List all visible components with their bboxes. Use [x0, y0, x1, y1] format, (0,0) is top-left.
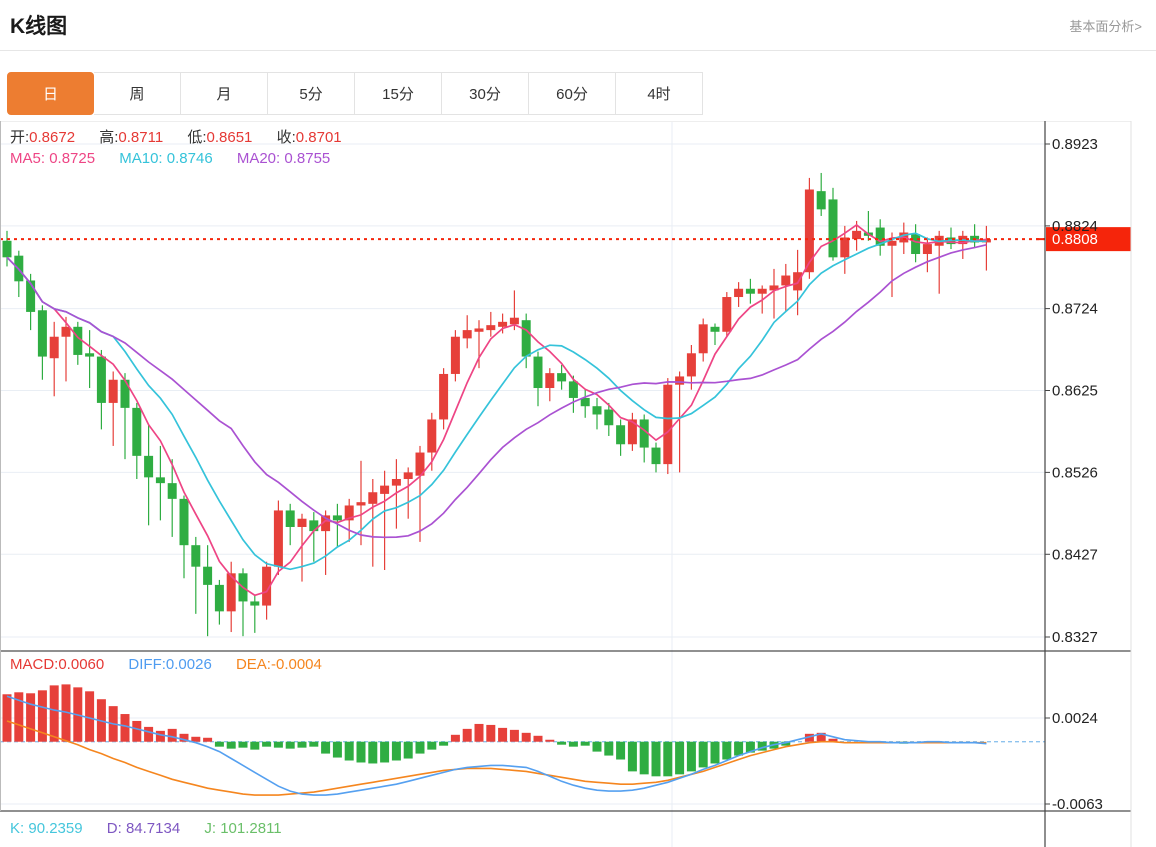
tab-15min[interactable]: 15分 — [355, 72, 442, 115]
low-value: 低:0.8651 — [187, 129, 253, 146]
gridlines — [0, 121, 1131, 847]
close-value: 收:0.8701 — [276, 129, 342, 146]
tab-daily[interactable]: 日 — [7, 72, 94, 115]
svg-text:0.8724: 0.8724 — [1052, 301, 1098, 318]
svg-text:0.8625: 0.8625 — [1052, 383, 1098, 400]
svg-text:0.8327: 0.8327 — [1052, 629, 1098, 646]
chart-area[interactable]: 0.8808 0.8923 0.8824 0.8724 0.8625 0.8526 0.84… — [0, 121, 1156, 847]
ma-legend: MA5: 0.8725 MA10: 0.8746 MA20: 0.8755 — [10, 150, 350, 167]
panel-borders — [0, 121, 1132, 847]
k-value: K: 90.2359 — [10, 820, 83, 837]
diff-value: DIFF:0.0026 — [128, 656, 212, 673]
svg-text:0.8808: 0.8808 — [1052, 231, 1098, 248]
open-value: 开:0.8672 — [10, 129, 76, 146]
ohlc-legend: 开:0.8672 高:0.8711 低:0.8651 收:0.8701 — [10, 126, 362, 147]
page-header: K线图 基本面分析> — [0, 0, 1156, 51]
kdj-legend: K: 90.2359 D: 84.7134 J: 101.2811 — [10, 820, 302, 837]
candles — [2, 172, 991, 637]
diff-line — [6, 695, 987, 796]
ma20-value: MA20: 0.8755 — [236, 150, 331, 167]
fundamental-analysis-link[interactable]: 基本面分析> — [1069, 18, 1142, 34]
svg-text:-0.0063: -0.0063 — [1052, 796, 1103, 813]
last-price-tag — [1046, 227, 1131, 252]
svg-text:0.0024: 0.0024 — [1052, 710, 1098, 727]
ma5-line — [6, 223, 987, 597]
high-value: 高:0.8711 — [99, 129, 164, 146]
tab-monthly[interactable]: 月 — [181, 72, 268, 115]
page-title: K线图 — [10, 15, 68, 38]
tab-weekly[interactable]: 周 — [94, 72, 181, 115]
ma20-line — [6, 243, 987, 539]
dea-line — [6, 720, 987, 796]
ma10-value: MA10: 0.8746 — [119, 150, 213, 167]
macd-legend: MACD:0.0060 DIFF:0.0026 DEA:-0.0004 — [10, 656, 342, 673]
kline-chart-canvas[interactable]: 0.8808 0.8923 0.8824 0.8724 0.8625 0.8526 0.84… — [0, 121, 1156, 847]
tab-60min[interactable]: 60分 — [529, 72, 616, 115]
y-axis-labels: 0.8923 0.8824 0.8724 0.8625 0.8526 0.8427 0.83… — [1045, 136, 1103, 813]
j-value: J: 101.2811 — [204, 820, 282, 837]
tab-4hour[interactable]: 4时 — [616, 72, 703, 115]
svg-text:0.8824: 0.8824 — [1052, 218, 1098, 235]
tab-30min[interactable]: 30分 — [442, 72, 529, 115]
d-value: D: 84.7134 — [106, 820, 181, 837]
macd-histogram — [2, 684, 909, 777]
ma5-value: MA5: 0.8725 — [10, 150, 96, 167]
svg-text:0.8923: 0.8923 — [1052, 136, 1098, 153]
ma10-line — [6, 232, 987, 571]
interval-tabs: 日 周 月 5分 15分 30分 60分 4时 — [7, 72, 1156, 115]
dea-value: DEA:-0.0004 — [235, 656, 322, 673]
last-price-marker: 0.8808 — [0, 227, 1131, 252]
svg-text:0.8526: 0.8526 — [1052, 464, 1098, 481]
tab-5min[interactable]: 5分 — [268, 72, 355, 115]
svg-text:0.8427: 0.8427 — [1052, 546, 1098, 563]
macd-value: MACD:0.0060 — [10, 656, 105, 673]
